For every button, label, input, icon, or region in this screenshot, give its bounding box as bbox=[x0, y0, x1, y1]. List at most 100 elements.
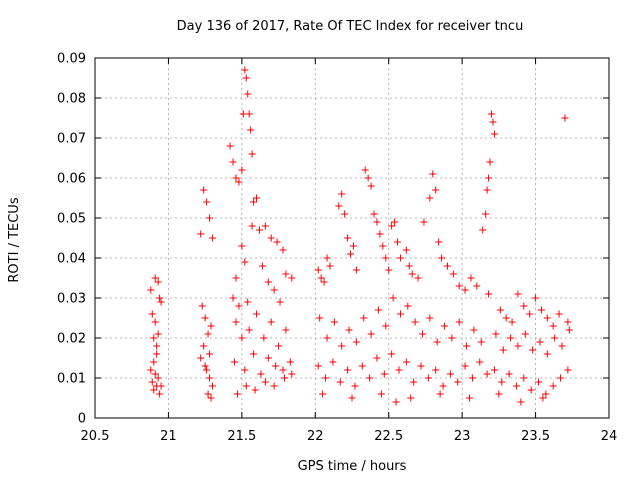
data-point bbox=[483, 186, 491, 194]
data-point bbox=[417, 362, 425, 370]
data-point bbox=[408, 270, 416, 278]
data-point bbox=[341, 210, 349, 218]
y-tick-label: 0.01 bbox=[57, 372, 86, 387]
data-point bbox=[200, 186, 208, 194]
data-point bbox=[245, 110, 253, 118]
data-point bbox=[426, 194, 434, 202]
data-point bbox=[206, 374, 214, 382]
y-tick-label: 0.06 bbox=[57, 172, 86, 187]
data-point bbox=[253, 194, 261, 202]
data-point bbox=[235, 178, 243, 186]
data-point bbox=[507, 334, 515, 342]
data-point bbox=[242, 74, 250, 82]
data-point bbox=[402, 246, 410, 254]
data-point bbox=[564, 318, 572, 326]
y-tick-label: 0.05 bbox=[57, 212, 86, 227]
data-point bbox=[242, 382, 250, 390]
data-point bbox=[338, 342, 346, 350]
data-point bbox=[490, 366, 498, 374]
y-tick-label: 0 bbox=[78, 412, 86, 427]
data-point bbox=[358, 362, 366, 370]
data-point bbox=[526, 310, 534, 318]
gridlines bbox=[95, 58, 609, 418]
data-point bbox=[258, 262, 266, 270]
data-point bbox=[347, 250, 355, 258]
data-point bbox=[407, 394, 415, 402]
data-series bbox=[147, 66, 573, 406]
data-point bbox=[367, 182, 375, 190]
data-point bbox=[326, 262, 334, 270]
data-point bbox=[388, 350, 396, 358]
data-point bbox=[267, 318, 275, 326]
x-tick-label: 21 bbox=[160, 429, 177, 444]
data-point bbox=[261, 222, 269, 230]
data-point bbox=[543, 350, 551, 358]
data-point bbox=[154, 374, 162, 382]
data-point bbox=[267, 234, 275, 242]
data-point bbox=[206, 350, 214, 358]
data-point bbox=[396, 310, 404, 318]
data-point bbox=[454, 378, 462, 386]
data-point bbox=[248, 150, 256, 158]
data-point bbox=[244, 90, 252, 98]
x-tick-label: 22.5 bbox=[374, 429, 403, 444]
data-point bbox=[432, 366, 440, 374]
data-point bbox=[486, 158, 494, 166]
data-point bbox=[517, 398, 525, 406]
data-point bbox=[253, 310, 261, 318]
data-point bbox=[255, 226, 263, 234]
data-point bbox=[463, 342, 471, 350]
data-point bbox=[374, 306, 382, 314]
data-point bbox=[204, 390, 212, 398]
data-point bbox=[446, 370, 454, 378]
data-point bbox=[349, 242, 357, 250]
data-point bbox=[549, 322, 557, 330]
data-point bbox=[154, 278, 162, 286]
chart-title: Day 136 of 2017, Rate Of TEC Index for r… bbox=[177, 19, 524, 34]
data-point bbox=[335, 202, 343, 210]
data-point bbox=[330, 318, 338, 326]
data-point bbox=[338, 190, 346, 198]
data-point bbox=[370, 210, 378, 218]
data-point bbox=[317, 274, 325, 282]
data-point bbox=[197, 354, 205, 362]
data-point bbox=[496, 306, 504, 314]
data-point bbox=[248, 222, 256, 230]
data-point bbox=[385, 266, 393, 274]
data-point bbox=[147, 366, 155, 374]
data-point bbox=[477, 338, 485, 346]
data-point bbox=[148, 378, 156, 386]
data-point bbox=[473, 282, 481, 290]
data-point bbox=[514, 290, 522, 298]
data-point bbox=[241, 258, 249, 266]
data-point bbox=[361, 166, 369, 174]
data-point bbox=[489, 118, 497, 126]
data-point bbox=[520, 374, 528, 382]
data-point bbox=[435, 238, 443, 246]
data-point bbox=[405, 262, 413, 270]
data-point bbox=[323, 334, 331, 342]
data-point bbox=[150, 358, 158, 366]
data-point bbox=[521, 330, 529, 338]
data-point bbox=[201, 314, 209, 322]
data-point bbox=[485, 174, 493, 182]
data-point bbox=[373, 218, 381, 226]
data-point bbox=[379, 242, 387, 250]
data-point bbox=[250, 198, 258, 206]
data-point bbox=[441, 322, 449, 330]
data-point bbox=[467, 274, 475, 282]
data-point bbox=[492, 330, 500, 338]
data-point bbox=[280, 374, 288, 382]
data-point bbox=[479, 226, 487, 234]
data-point bbox=[232, 274, 240, 282]
data-point bbox=[345, 326, 353, 334]
data-point bbox=[150, 334, 158, 342]
data-point bbox=[364, 174, 372, 182]
y-tick-label: 0.02 bbox=[57, 332, 86, 347]
data-point bbox=[229, 294, 237, 302]
data-point bbox=[244, 298, 252, 306]
data-point bbox=[537, 306, 545, 314]
data-point bbox=[153, 342, 161, 350]
data-point bbox=[203, 198, 211, 206]
data-point bbox=[411, 318, 419, 326]
